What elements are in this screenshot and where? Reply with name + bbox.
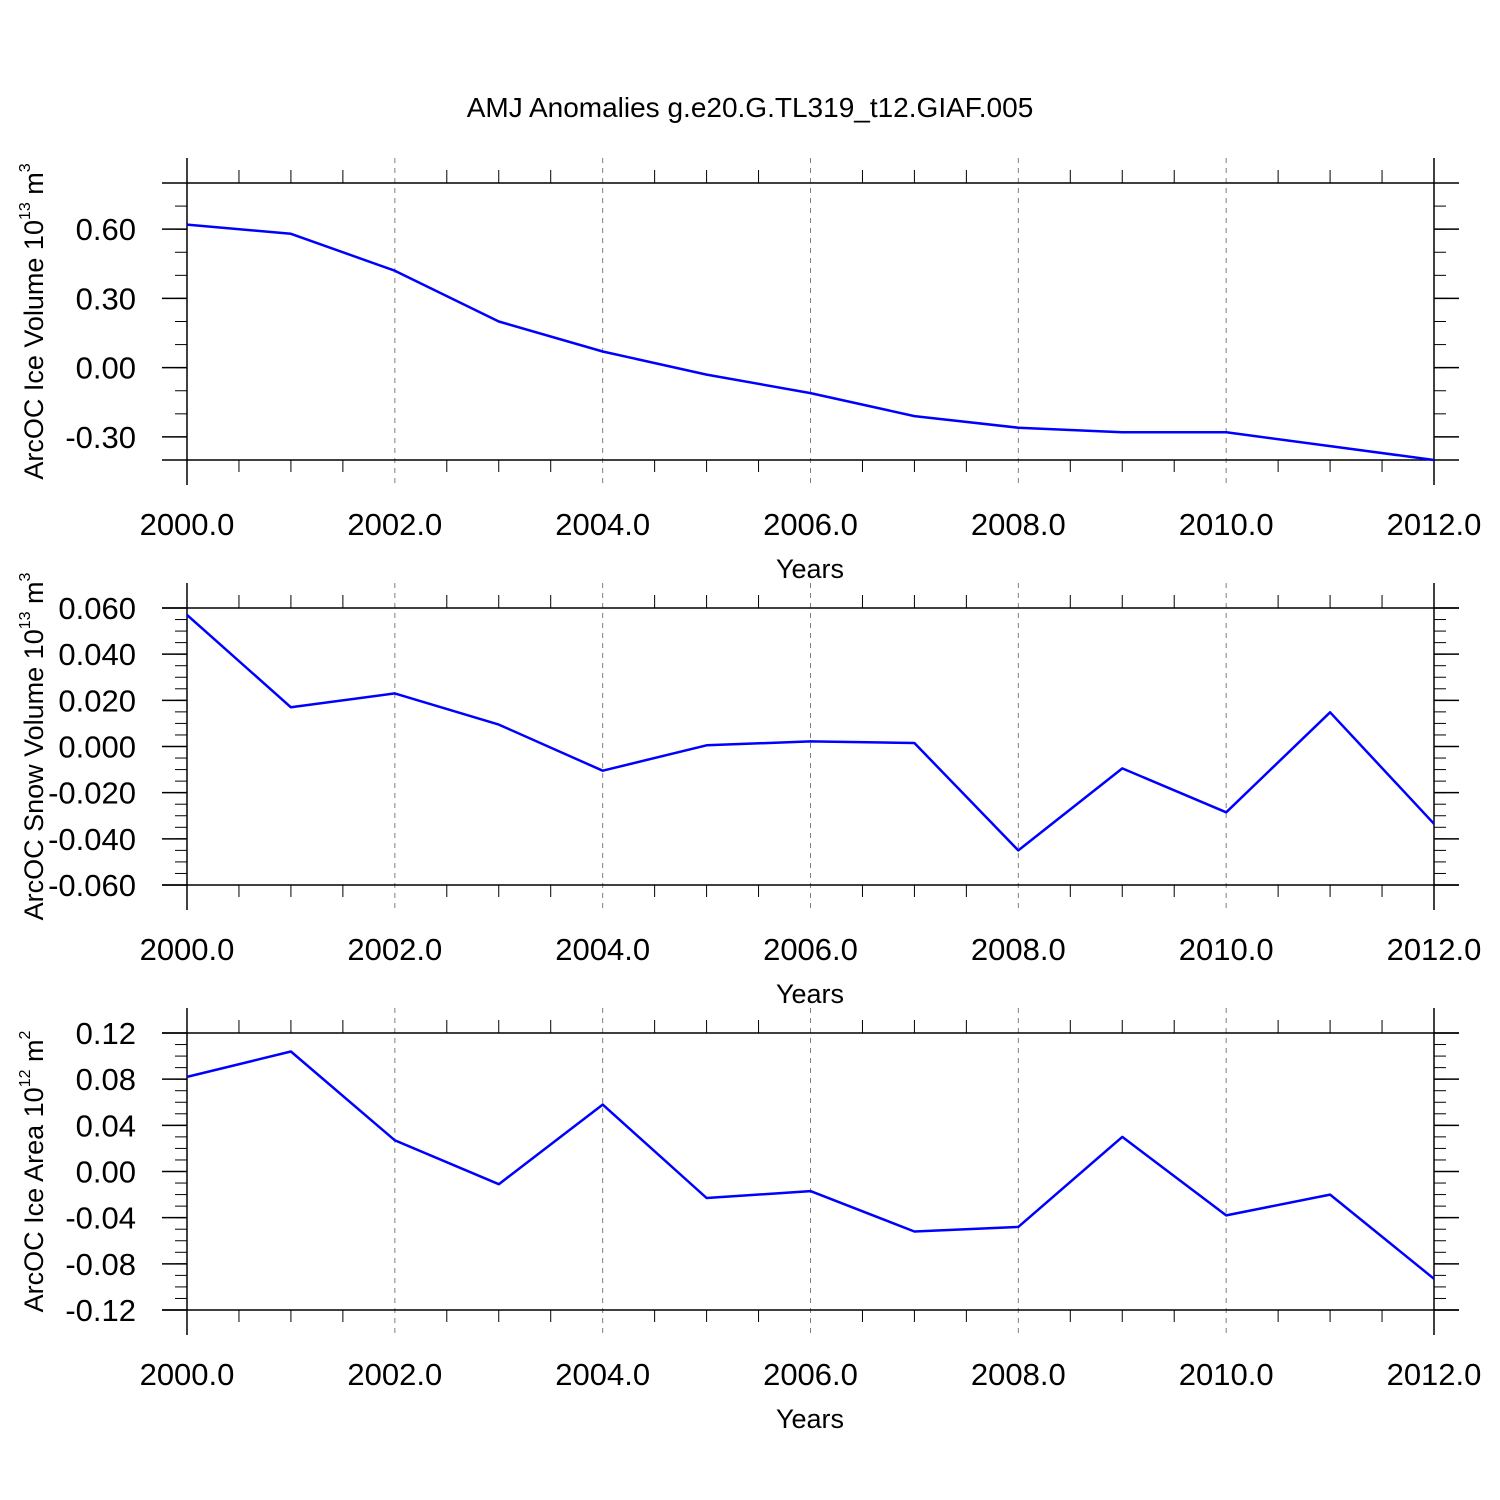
x-tick-label: 2000.0 xyxy=(140,1357,235,1392)
x-axis-title: Years xyxy=(776,979,844,1009)
x-axis-title: Years xyxy=(776,554,844,584)
y-axis-title-superscript: 13 xyxy=(17,202,34,220)
x-tick-label: 2012.0 xyxy=(1387,1357,1482,1392)
x-tick-label: 2010.0 xyxy=(1179,507,1274,542)
y-tick-label: -0.040 xyxy=(48,822,136,857)
panel-2: 0.0600.0400.0200.000-0.020-0.040-0.06020… xyxy=(17,572,1481,1009)
y-tick-label: 0.04 xyxy=(76,1108,136,1143)
series-line xyxy=(186,223,1435,462)
y-tick-label: -0.12 xyxy=(65,1293,136,1328)
y-axis-title-superscript: 3 xyxy=(17,163,34,172)
x-tick-label: 2008.0 xyxy=(971,1357,1066,1392)
y-tick-label: 0.12 xyxy=(76,1016,136,1051)
x-tick-label: 2012.0 xyxy=(1387,507,1482,542)
y-axis-title-text: ArcOC Ice Volume 10 xyxy=(19,220,49,480)
y-tick-label: 0.040 xyxy=(58,637,136,672)
y-axis-title-superscript: 2 xyxy=(17,1031,34,1040)
x-tick-label: 2008.0 xyxy=(971,932,1066,967)
x-tick-label: 2010.0 xyxy=(1179,1357,1274,1392)
y-tick-label: 0.000 xyxy=(58,730,136,765)
y-axis-title: ArcOC Snow Volume 1013 m3 xyxy=(17,572,49,920)
y-axis-title-text: m xyxy=(19,581,49,611)
series-line xyxy=(186,613,1435,852)
x-tick-label: 2006.0 xyxy=(763,507,858,542)
y-axis-title-text: m xyxy=(19,172,49,202)
y-axis-title-superscript: 3 xyxy=(17,572,34,581)
x-tick-label: 2000.0 xyxy=(140,932,235,967)
y-axis-title-text: ArcOC Snow Volume 10 xyxy=(19,629,49,920)
x-tick-label: 2000.0 xyxy=(140,507,235,542)
x-tick-label: 2004.0 xyxy=(555,507,650,542)
y-tick-label: 0.00 xyxy=(76,351,136,386)
y-axis-title: ArcOC Ice Volume 1013 m3 xyxy=(17,163,49,479)
y-tick-label: -0.060 xyxy=(48,868,136,903)
y-tick-label: 0.00 xyxy=(76,1155,136,1190)
y-tick-label: 0.060 xyxy=(58,591,136,626)
chart-panels: 0.60 0.30 0.00 -0.30 2000.0 2002.0 2004.0 2006.… xyxy=(17,158,1481,1434)
y-axis-title-superscript: 12 xyxy=(17,1069,34,1087)
x-axis-title: Years xyxy=(776,1404,844,1434)
x-tick-label: 2006.0 xyxy=(763,1357,858,1392)
y-tick-label: 0.60 xyxy=(76,212,136,247)
y-axis-title: ArcOC Ice Area 1012 m2 xyxy=(17,1031,49,1313)
x-tick-label: 2012.0 xyxy=(1387,932,1482,967)
y-axis-title-text: m xyxy=(19,1040,49,1070)
y-tick-label: 0.30 xyxy=(76,281,136,316)
x-tick-label: 2008.0 xyxy=(971,507,1066,542)
x-tick-label: 2004.0 xyxy=(555,1357,650,1392)
x-tick-label: 2002.0 xyxy=(347,932,442,967)
panel-1: 0.60 0.30 0.00 -0.30 2000.0 2002.0 2004.0 2006.… xyxy=(17,158,1481,584)
chart-title: AMJ Anomalies g.e20.G.TL319_t12.GIAF.005 xyxy=(467,92,1034,123)
y-tick-label: -0.020 xyxy=(48,776,136,811)
y-tick-label: -0.08 xyxy=(65,1247,136,1282)
y-tick-label: 0.08 xyxy=(76,1062,136,1097)
y-axis-title-superscript: 13 xyxy=(17,611,34,629)
series-line xyxy=(186,1050,1435,1280)
x-tick-label: 2006.0 xyxy=(763,932,858,967)
y-tick-label: -0.04 xyxy=(65,1201,136,1236)
x-tick-label: 2002.0 xyxy=(347,507,442,542)
y-axis-title-text: ArcOC Ice Area 10 xyxy=(19,1087,49,1312)
x-tick-label: 2002.0 xyxy=(347,1357,442,1392)
x-tick-label: 2010.0 xyxy=(1179,932,1274,967)
x-tick-label: 2004.0 xyxy=(555,932,650,967)
y-tick-label: 0.020 xyxy=(58,683,136,718)
y-tick-label: -0.30 xyxy=(65,420,136,455)
